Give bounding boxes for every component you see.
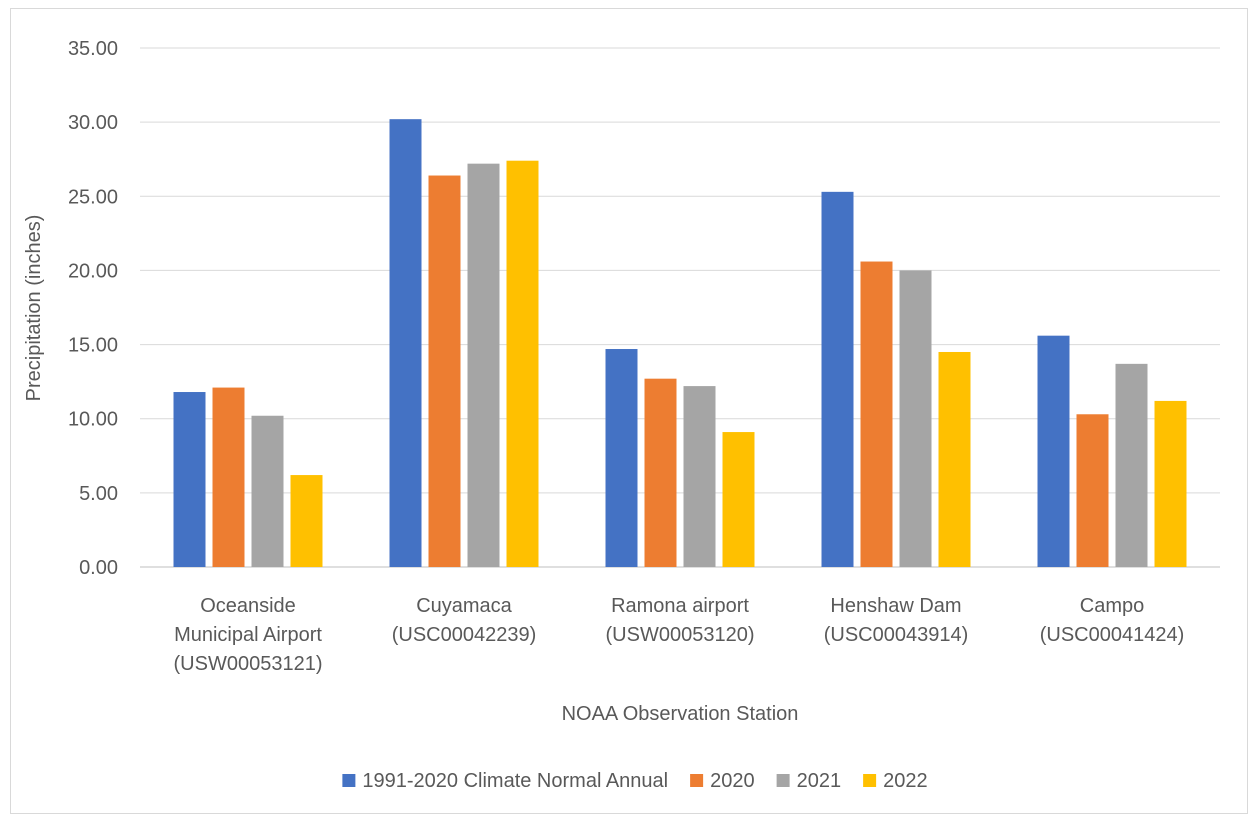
y-tick-label: 35.00 <box>68 38 118 60</box>
bar <box>173 392 206 567</box>
y-tick-label: 30.00 <box>68 112 118 134</box>
legend-item: 2022 <box>863 770 928 792</box>
bar <box>860 261 893 567</box>
legend-item: 2020 <box>690 770 755 792</box>
legend-label: 2022 <box>883 770 928 792</box>
bar <box>389 119 422 568</box>
x-axis-title: NOAA Observation Station <box>562 703 799 725</box>
bar <box>1154 400 1187 567</box>
y-tick-label: 25.00 <box>68 186 118 208</box>
legend-item: 1991-2020 Climate Normal Annual <box>342 770 668 792</box>
legend-label: 2020 <box>710 770 755 792</box>
bar <box>1076 414 1109 567</box>
bar <box>212 387 245 567</box>
bar <box>428 175 461 568</box>
bar <box>605 349 638 567</box>
y-tick-label: 10.00 <box>68 409 118 431</box>
x-tick-label: Ramona airport (USW00053120) <box>606 595 755 646</box>
legend-swatch <box>690 774 704 787</box>
bar <box>251 415 284 567</box>
legend-item: 2021 <box>776 770 842 792</box>
legend-label: 1991-2020 Climate Normal Annual <box>362 770 668 792</box>
bar <box>1115 363 1148 567</box>
bars <box>173 119 1187 568</box>
y-axis-ticks: 0.00 5.00 10.00 15.00 20.00 25.00 30.00 35.00 <box>68 38 118 579</box>
bar <box>467 163 500 568</box>
bar <box>644 378 677 567</box>
x-axis-ticks: Oceanside Municipal Airport (USW00053121) C… <box>174 595 1185 675</box>
bar <box>683 386 716 567</box>
y-tick-label: 15.00 <box>68 335 118 357</box>
bar <box>290 475 323 567</box>
x-tick-label: Henshaw Dam (USC00043914) <box>824 595 969 646</box>
bar <box>938 351 971 567</box>
y-axis-title: Precipitation (inches) <box>23 215 45 402</box>
bar <box>899 270 932 567</box>
legend: 1991-2020 Climate Normal Annual 2020 2021 2… <box>342 770 928 792</box>
legend-swatch <box>863 774 877 787</box>
bar <box>1037 335 1070 567</box>
y-tick-label: 20.00 <box>68 260 118 282</box>
x-tick-label: Campo (USC00041424) <box>1040 595 1185 646</box>
bar <box>821 191 854 567</box>
legend-swatch <box>342 774 356 787</box>
legend-label: 2021 <box>797 770 842 792</box>
x-tick-label: Cuyamaca (USC00042239) <box>392 595 537 646</box>
y-tick-label: 5.00 <box>79 483 118 505</box>
legend-swatch <box>776 774 790 787</box>
bar <box>506 160 539 567</box>
x-tick-label: Oceanside Municipal Airport (USW00053121) <box>174 595 323 675</box>
bar <box>722 432 755 567</box>
y-tick-label: 0.00 <box>79 557 118 579</box>
